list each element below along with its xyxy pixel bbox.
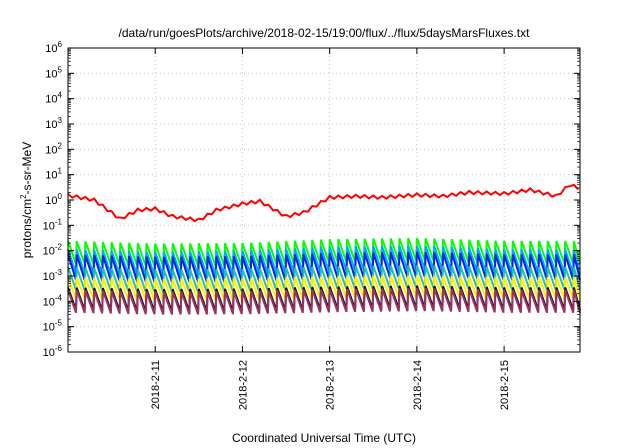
- y-tick-base: 10: [45, 119, 57, 131]
- series-line: [67, 287, 581, 315]
- y-tick-base: 10: [45, 68, 57, 80]
- y-tick-exponent: -2: [55, 243, 63, 252]
- y-tick-exponent: -5: [55, 319, 63, 328]
- y-axis-label-superscript: 2: [19, 194, 28, 199]
- y-tick-exponent: 1: [58, 167, 63, 176]
- x-tick-label: 2018-2-12: [237, 360, 249, 410]
- y-tick-label: 103: [45, 116, 62, 131]
- y-tick-base: 10: [45, 195, 57, 207]
- y-tick-label: 104: [45, 91, 62, 106]
- y-tick-label: 10-3: [43, 268, 63, 283]
- data-series: [67, 183, 581, 315]
- y-tick-exponent: 5: [58, 65, 63, 74]
- x-axis-label: Coordinated Universal Time (UTC): [232, 431, 416, 445]
- y-tick-exponent: 4: [58, 91, 63, 100]
- y-tick-label: 10-6: [43, 344, 63, 359]
- y-tick-exponent: -1: [55, 217, 63, 226]
- y-tick-exponent: 3: [58, 116, 63, 125]
- y-axis-label-main: protons/cm: [20, 199, 34, 258]
- y-tick-exponent: 2: [58, 141, 63, 150]
- y-tick-exponent: -6: [55, 344, 63, 353]
- y-tick-exponent: -4: [55, 293, 63, 302]
- y-tick-label: 10-4: [43, 293, 63, 308]
- y-tick-base: 10: [43, 322, 55, 334]
- y-tick-label: 105: [45, 65, 62, 80]
- y-tick-label: 100: [45, 192, 62, 207]
- chart-title: /data/run/goesPlots/archive/2018-02-15/1…: [119, 26, 531, 40]
- y-tick-label: 10-1: [43, 217, 63, 232]
- y-tick-exponent: -3: [55, 268, 63, 277]
- y-tick-base: 10: [45, 43, 57, 55]
- x-tick-label: 2018-2-14: [412, 360, 424, 410]
- y-axis-label: protons/cm2-s-sr-MeV: [19, 142, 34, 258]
- x-tick-label: 2018-2-15: [499, 360, 511, 410]
- y-tick-base: 10: [43, 347, 55, 359]
- y-tick-base: 10: [43, 296, 55, 308]
- y-tick-base: 10: [45, 170, 57, 182]
- series-line: [67, 251, 581, 283]
- y-axis-ticks: 10-610-510-410-310-210-11001011021031041…: [43, 40, 580, 359]
- x-tick-label: 2018-2-13: [325, 360, 337, 410]
- y-tick-base: 10: [43, 246, 55, 258]
- x-axis-ticks: 2018-2-11 2018-2-12 2018-2-13 2018-2-14 2018…: [150, 48, 511, 410]
- y-tick-label: 10-2: [43, 243, 63, 258]
- y-tick-base: 10: [45, 94, 57, 106]
- y-tick-base: 10: [43, 271, 55, 283]
- y-tick-label: 10-5: [43, 319, 63, 334]
- y-tick-base: 10: [43, 220, 55, 232]
- y-tick-base: 10: [45, 144, 57, 156]
- y-axis-label-tail: -s-sr-MeV: [20, 142, 34, 195]
- y-tick-exponent: 0: [58, 192, 63, 201]
- y-tick-exponent: 6: [58, 40, 63, 49]
- y-tick-label: 101: [45, 167, 62, 182]
- x-tick-label: 2018-2-11: [150, 360, 162, 409]
- series-line: [67, 183, 580, 223]
- y-tick-label: 106: [45, 40, 62, 55]
- y-tick-label: 102: [45, 141, 62, 156]
